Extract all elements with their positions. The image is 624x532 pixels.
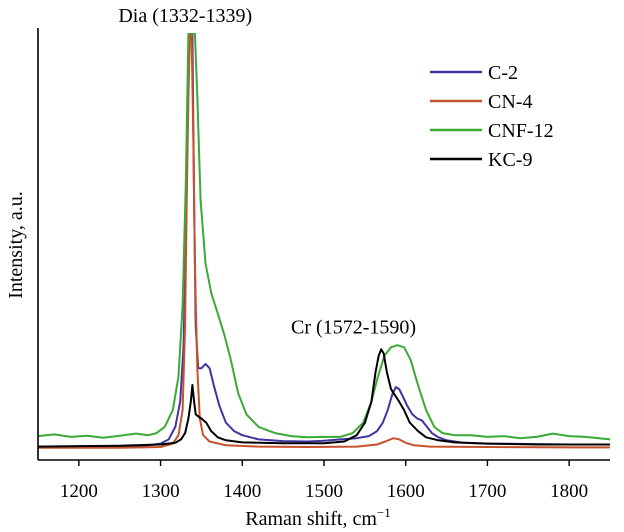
x-tick-label-1800: 1800 — [550, 481, 588, 502]
x-axis-title-text: Raman shift, cm — [245, 508, 377, 530]
x-tick-label-1700: 1700 — [468, 481, 506, 502]
x-tick-label-1600: 1600 — [387, 481, 425, 502]
chart-legend: C-2 CN-4 CNF-12 KC-9 — [430, 62, 554, 171]
x-tick-label-1400: 1400 — [223, 481, 261, 502]
x-tick-label-1500: 1500 — [305, 481, 343, 502]
annotation-dia: Dia (1332-1339) — [118, 5, 252, 27]
y-axis-title: Intensity, a.u. — [5, 191, 27, 299]
x-tick-label-1300: 1300 — [142, 481, 180, 502]
legend-label-cnf-12: CNF-12 — [488, 120, 554, 142]
legend-label-cn-4: CN-4 — [488, 91, 532, 113]
series-curves — [38, 33, 610, 449]
x-axis-title: Raman shift, cm−1 — [245, 505, 390, 530]
series-line-cnf-12 — [38, 33, 610, 441]
legend-label-c-2: C-2 — [488, 62, 518, 84]
legend-label-kc-9: KC-9 — [488, 149, 532, 171]
series-line-kc-9 — [38, 348, 610, 448]
x-tick-label-1200: 1200 — [60, 481, 98, 502]
series-line-cn-4 — [38, 33, 610, 449]
x-axis-title-superscript: −1 — [377, 505, 391, 520]
annotation-cr: Cr (1572-1590) — [291, 317, 416, 339]
x-ticks: 1200 1300 1400 1500 1600 1700 1800 — [60, 460, 588, 502]
